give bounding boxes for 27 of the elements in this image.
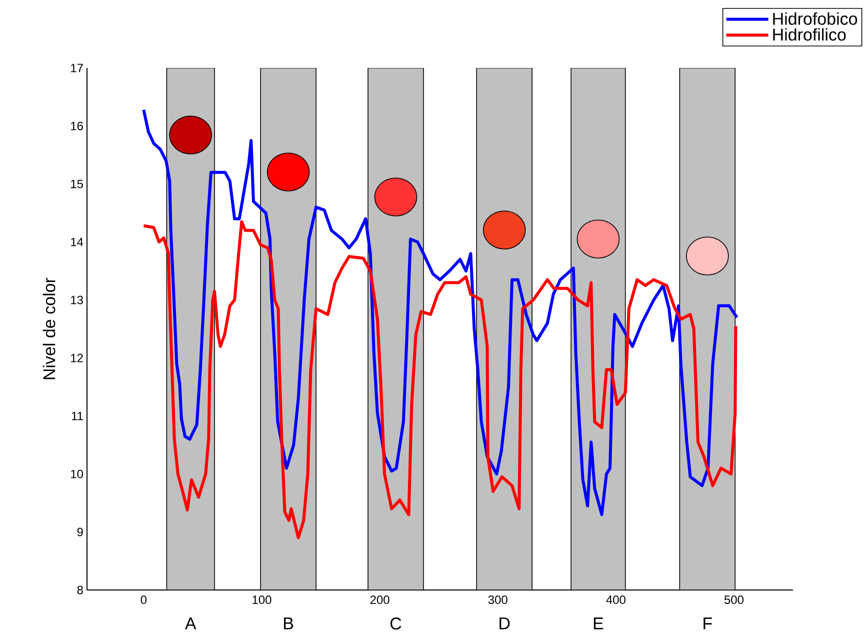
- line-series: [142, 220, 738, 540]
- x-tick-label: 300: [488, 596, 508, 604]
- legend-label: Hidrofilico: [773, 28, 846, 41]
- y-tick-label: 8: [77, 586, 83, 594]
- y-axis-title: Nivel de color: [42, 278, 56, 380]
- y-tick-label: 9: [77, 528, 83, 536]
- band-label: A: [184, 618, 196, 630]
- y-tick-label: 14: [71, 238, 84, 246]
- x-tick-label: 0: [140, 596, 147, 604]
- y-tick-label: 12: [71, 354, 83, 362]
- x-tick-label: 500: [724, 596, 744, 604]
- band-label: F: [704, 618, 712, 630]
- band-label: B: [284, 618, 294, 630]
- legend-label: Hidrofobico: [773, 12, 858, 25]
- y-tick-label: 15: [71, 180, 83, 188]
- band-label: D: [500, 618, 510, 630]
- y-tick-label: 11: [72, 412, 83, 420]
- y-tick-label: 10: [71, 470, 84, 478]
- x-tick-label: 100: [252, 596, 272, 604]
- line-series: [142, 108, 738, 516]
- y-tick-label: 13: [71, 296, 83, 304]
- x-tick-label: 400: [606, 596, 626, 604]
- y-tick-label: 16: [71, 122, 83, 130]
- band-label: E: [594, 618, 604, 630]
- y-tick-label: 17: [71, 64, 83, 72]
- x-tick-label: 200: [370, 596, 390, 604]
- band-label: C: [390, 618, 402, 630]
